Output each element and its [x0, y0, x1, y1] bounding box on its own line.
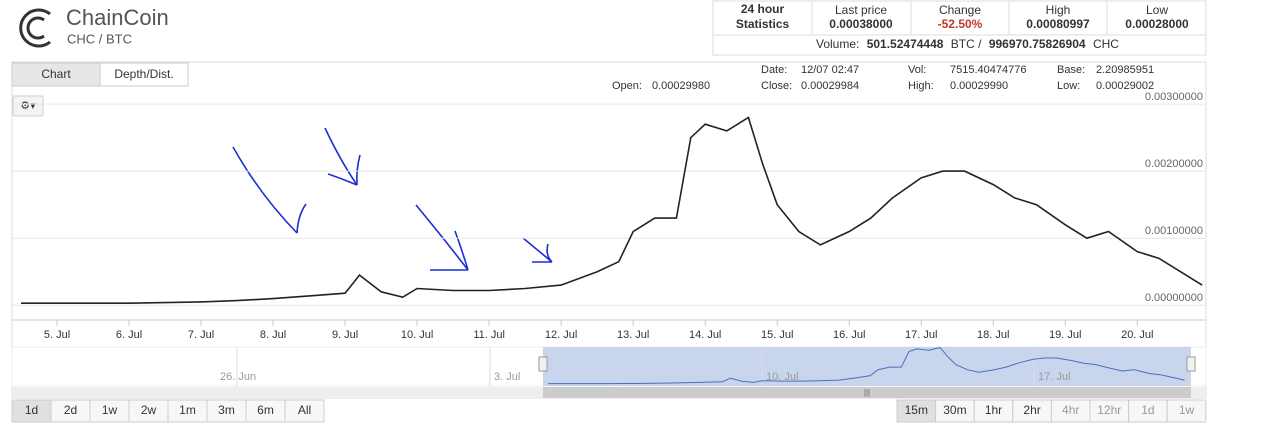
ohlc-label: Base: [1057, 64, 1085, 76]
x-tick-label: 12. Jul [545, 329, 577, 341]
tab-label[interactable]: Chart [41, 67, 71, 81]
stat-value: 0.00028000 [1125, 17, 1189, 31]
scrollbar-grip: ||| [864, 388, 870, 397]
ohlc-value: 0.00029980 [652, 80, 710, 92]
logo [19, 8, 51, 48]
button[interactable] [1166, 399, 1207, 423]
navigator-handle[interactable] [538, 356, 548, 372]
x-tick-label: 13. Jul [617, 329, 649, 341]
ohlc-label: Open: [612, 80, 642, 92]
button-label[interactable]: All [298, 403, 311, 417]
volume-quote-unit: CHC [1093, 37, 1119, 51]
ohlc-label: High: [908, 80, 934, 92]
button-label[interactable]: 1w [102, 403, 118, 417]
stat-label: Low [1146, 3, 1168, 17]
y-tick-label: 0.00300000 [1145, 91, 1203, 103]
button-label[interactable]: 4hr [1062, 403, 1079, 417]
x-tick-label: 16. Jul [833, 329, 865, 341]
button-label[interactable]: 1hr [985, 403, 1002, 417]
stat-label: Last price [835, 3, 887, 17]
ohlc-value: 7515.40474776 [950, 64, 1026, 76]
ohlc-value: 0.00029990 [950, 80, 1008, 92]
annotation-arrows [232, 127, 553, 271]
navigator-line [548, 347, 1185, 385]
y-tick-label: 0.00200000 [1145, 158, 1203, 170]
stat-value: 0.00038000 [829, 17, 893, 31]
button-label[interactable]: 2hr [1023, 403, 1040, 417]
x-tick-label: 14. Jul [689, 329, 721, 341]
ohlc-label: Date: [761, 64, 787, 76]
button-label[interactable]: 2w [141, 403, 157, 417]
ohlc-value: 2.20985951 [1096, 64, 1154, 76]
button-label[interactable]: 1m [179, 403, 196, 417]
x-tick-label: 11. Jul [473, 329, 505, 341]
ohlc-value: 0.00029984 [801, 80, 859, 92]
button-label[interactable]: 2d [64, 403, 77, 417]
x-tick-label: 6. Jul [116, 329, 142, 341]
button-label[interactable]: 1d [1141, 403, 1154, 417]
pair: CHC / BTC [67, 31, 132, 46]
button-label[interactable]: 1w [1179, 403, 1195, 417]
scrollbar-thumb[interactable] [543, 387, 1191, 398]
title: ChainCoin [66, 5, 169, 30]
navigator-label: 17. Jul [1038, 371, 1070, 383]
tab-label[interactable]: Depth/Dist. [114, 67, 173, 81]
stat-label: High [1046, 3, 1071, 17]
tab[interactable] [99, 62, 189, 87]
navigator-label: 10. Jul [766, 371, 798, 383]
navigator-label: 3. Jul [494, 371, 520, 383]
navigator-label: 26. Jun [220, 371, 256, 383]
ohlc-value: 0.00029002 [1096, 80, 1154, 92]
button-label[interactable]: 30m [943, 403, 966, 417]
x-tick-label: 19. Jul [1049, 329, 1081, 341]
button-label[interactable]: 1d [25, 403, 38, 417]
ohlc-label: Vol: [908, 64, 926, 76]
volume-line: Volume: 501.52474448 BTC / 996970.758269… [816, 37, 1119, 51]
x-tick-label: 20. Jul [1121, 329, 1153, 341]
y-tick-label: 0.00000000 [1145, 292, 1203, 304]
x-tick-label: 9. Jul [332, 329, 358, 341]
navigator-selection[interactable] [543, 347, 1191, 386]
settings-button[interactable] [12, 95, 44, 117]
stat-value: -52.50% [938, 17, 983, 31]
button-label[interactable]: 12hr [1097, 403, 1121, 417]
stat-label: Change [939, 3, 981, 17]
x-tick-label: 17. Jul [905, 329, 937, 341]
stat-value: 0.00080997 [1026, 17, 1090, 31]
button-label[interactable]: 6m [257, 403, 274, 417]
x-tick-label: 15. Jul [761, 329, 793, 341]
x-tick-label: 8. Jul [260, 329, 286, 341]
price-line [21, 116, 1203, 304]
x-tick-label: 18. Jul [977, 329, 1009, 341]
ohlc-label: Close: [761, 80, 792, 92]
volume-base-unit: BTC / [951, 37, 982, 51]
volume-base: 501.52474448 [867, 37, 944, 51]
y-tick-label: 0.00100000 [1145, 225, 1203, 237]
volume-label: Volume: [816, 37, 859, 51]
navigator-handle[interactable] [1186, 356, 1196, 372]
volume-quote: 996970.75826904 [989, 37, 1086, 51]
button-label[interactable]: 15m [905, 403, 928, 417]
x-tick-label: 10. Jul [401, 329, 433, 341]
settings-icon[interactable]: ⚙▾ [20, 100, 36, 112]
button[interactable] [284, 399, 325, 423]
ohlc-value: 12/07 02:47 [801, 64, 859, 76]
x-tick-label: 7. Jul [188, 329, 214, 341]
stats-box [712, 0, 1207, 56]
x-tick-label: 5. Jul [44, 329, 70, 341]
ohlc-label: Low: [1057, 80, 1080, 92]
period-box: 24 hour Statistics [735, 2, 790, 31]
period: 24 hour Statistics [735, 2, 790, 31]
button-label[interactable]: 3m [218, 403, 235, 417]
